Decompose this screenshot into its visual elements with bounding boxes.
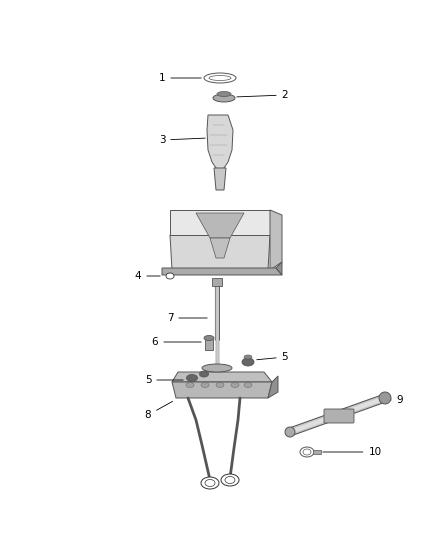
Text: 1: 1 <box>159 73 201 83</box>
Ellipse shape <box>217 92 231 96</box>
Ellipse shape <box>300 447 314 457</box>
Polygon shape <box>214 168 226 190</box>
Text: 8: 8 <box>145 401 173 420</box>
Ellipse shape <box>199 371 208 377</box>
Polygon shape <box>270 210 282 270</box>
Text: 4: 4 <box>135 271 160 281</box>
Bar <box>212 278 222 286</box>
Ellipse shape <box>244 355 252 359</box>
Text: 9: 9 <box>390 395 403 405</box>
Ellipse shape <box>186 383 194 387</box>
Bar <box>205 338 213 350</box>
FancyBboxPatch shape <box>324 409 354 423</box>
Polygon shape <box>172 372 272 382</box>
Polygon shape <box>210 238 230 258</box>
Ellipse shape <box>204 73 236 83</box>
Text: 5: 5 <box>145 375 183 385</box>
Ellipse shape <box>225 477 235 483</box>
Ellipse shape <box>201 477 219 489</box>
Polygon shape <box>276 262 282 275</box>
Text: 10: 10 <box>323 447 381 457</box>
Ellipse shape <box>379 392 391 404</box>
Text: 2: 2 <box>237 90 288 100</box>
Ellipse shape <box>231 383 239 387</box>
Text: 5: 5 <box>257 352 288 362</box>
Polygon shape <box>196 213 244 238</box>
Ellipse shape <box>213 94 235 102</box>
Ellipse shape <box>187 375 198 382</box>
Ellipse shape <box>244 383 252 387</box>
Polygon shape <box>207 115 233 170</box>
Text: 6: 6 <box>152 337 201 347</box>
Ellipse shape <box>204 335 214 341</box>
Polygon shape <box>170 210 270 235</box>
Ellipse shape <box>221 474 239 486</box>
Text: 3: 3 <box>159 135 205 145</box>
Ellipse shape <box>209 76 231 80</box>
Ellipse shape <box>202 364 232 372</box>
Ellipse shape <box>201 383 209 387</box>
Ellipse shape <box>166 273 174 279</box>
Ellipse shape <box>216 383 224 387</box>
Text: 7: 7 <box>167 313 207 323</box>
Polygon shape <box>170 235 270 270</box>
Polygon shape <box>172 382 272 398</box>
Ellipse shape <box>303 449 311 455</box>
Polygon shape <box>162 268 282 275</box>
Ellipse shape <box>285 427 295 437</box>
Ellipse shape <box>205 480 215 487</box>
Ellipse shape <box>242 358 254 366</box>
Bar <box>313 450 321 454</box>
Polygon shape <box>268 376 278 398</box>
